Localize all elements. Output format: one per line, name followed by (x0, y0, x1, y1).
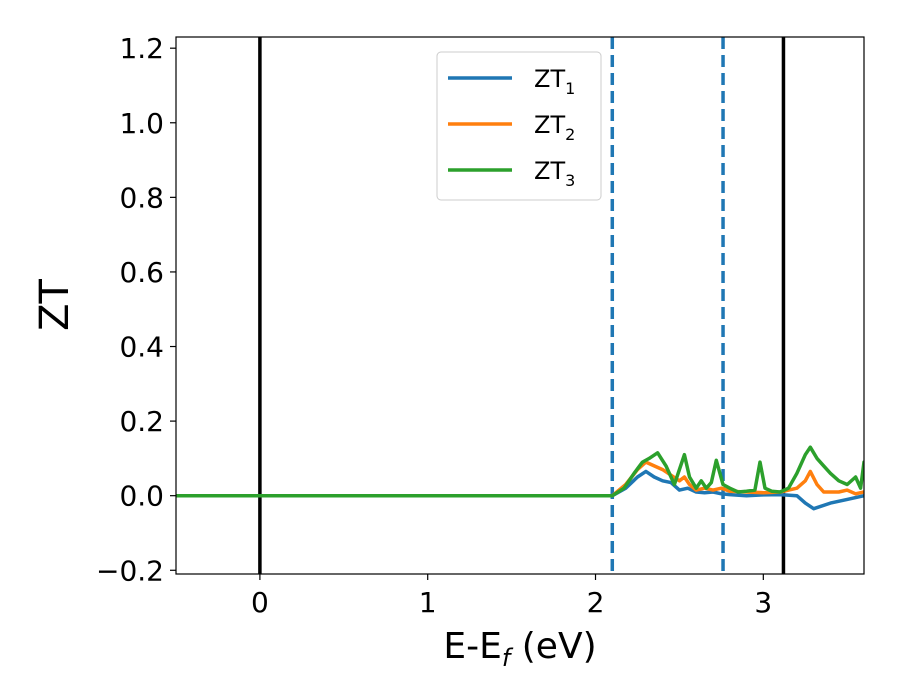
y-tick-label: −0.2 (96, 554, 164, 587)
y-tick-label: 0.2 (119, 405, 164, 438)
x-axis-ticks: 0 1 2 3 (251, 574, 772, 619)
plot-frame (175, 36, 865, 575)
series-line-zt2 (176, 460, 864, 498)
x-tick-label: 3 (754, 586, 772, 619)
x-tick-label: 2 (587, 586, 605, 619)
series-line-zt3 (176, 445, 864, 498)
y-tick-label: 1.0 (119, 107, 164, 140)
x-tick-label: 0 (251, 586, 269, 619)
x-axis-label-unit: (eV) (510, 626, 596, 667)
legend-label-zt2: ZT2 (534, 111, 575, 144)
y-axis-label: ZT (32, 279, 78, 331)
y-axis-ticks: −0.2 0.0 0.2 0.4 0.6 0.8 1.0 1.2 (96, 32, 176, 587)
legend-label-zt3: ZT3 (534, 157, 575, 190)
y-tick-label: 0.6 (119, 256, 164, 289)
y-tick-label: 0.0 (119, 480, 164, 513)
reference-lines (258, 37, 786, 574)
legend-box (436, 51, 602, 201)
legend-label-zt1: ZT1 (534, 65, 575, 98)
y-tick-label: 0.8 (119, 181, 164, 214)
x-axis-label-main: E-E (443, 626, 501, 667)
y-tick-label: 0.4 (119, 331, 164, 364)
y-tick-label: 1.2 (119, 32, 164, 65)
series-line-zt1 (176, 469, 864, 511)
x-tick-label: 1 (419, 586, 437, 619)
x-axis-label: E-Ef (eV) (443, 626, 596, 672)
legend: ZT1 ZT2 ZT3 (436, 51, 602, 201)
series-layer (176, 445, 864, 511)
